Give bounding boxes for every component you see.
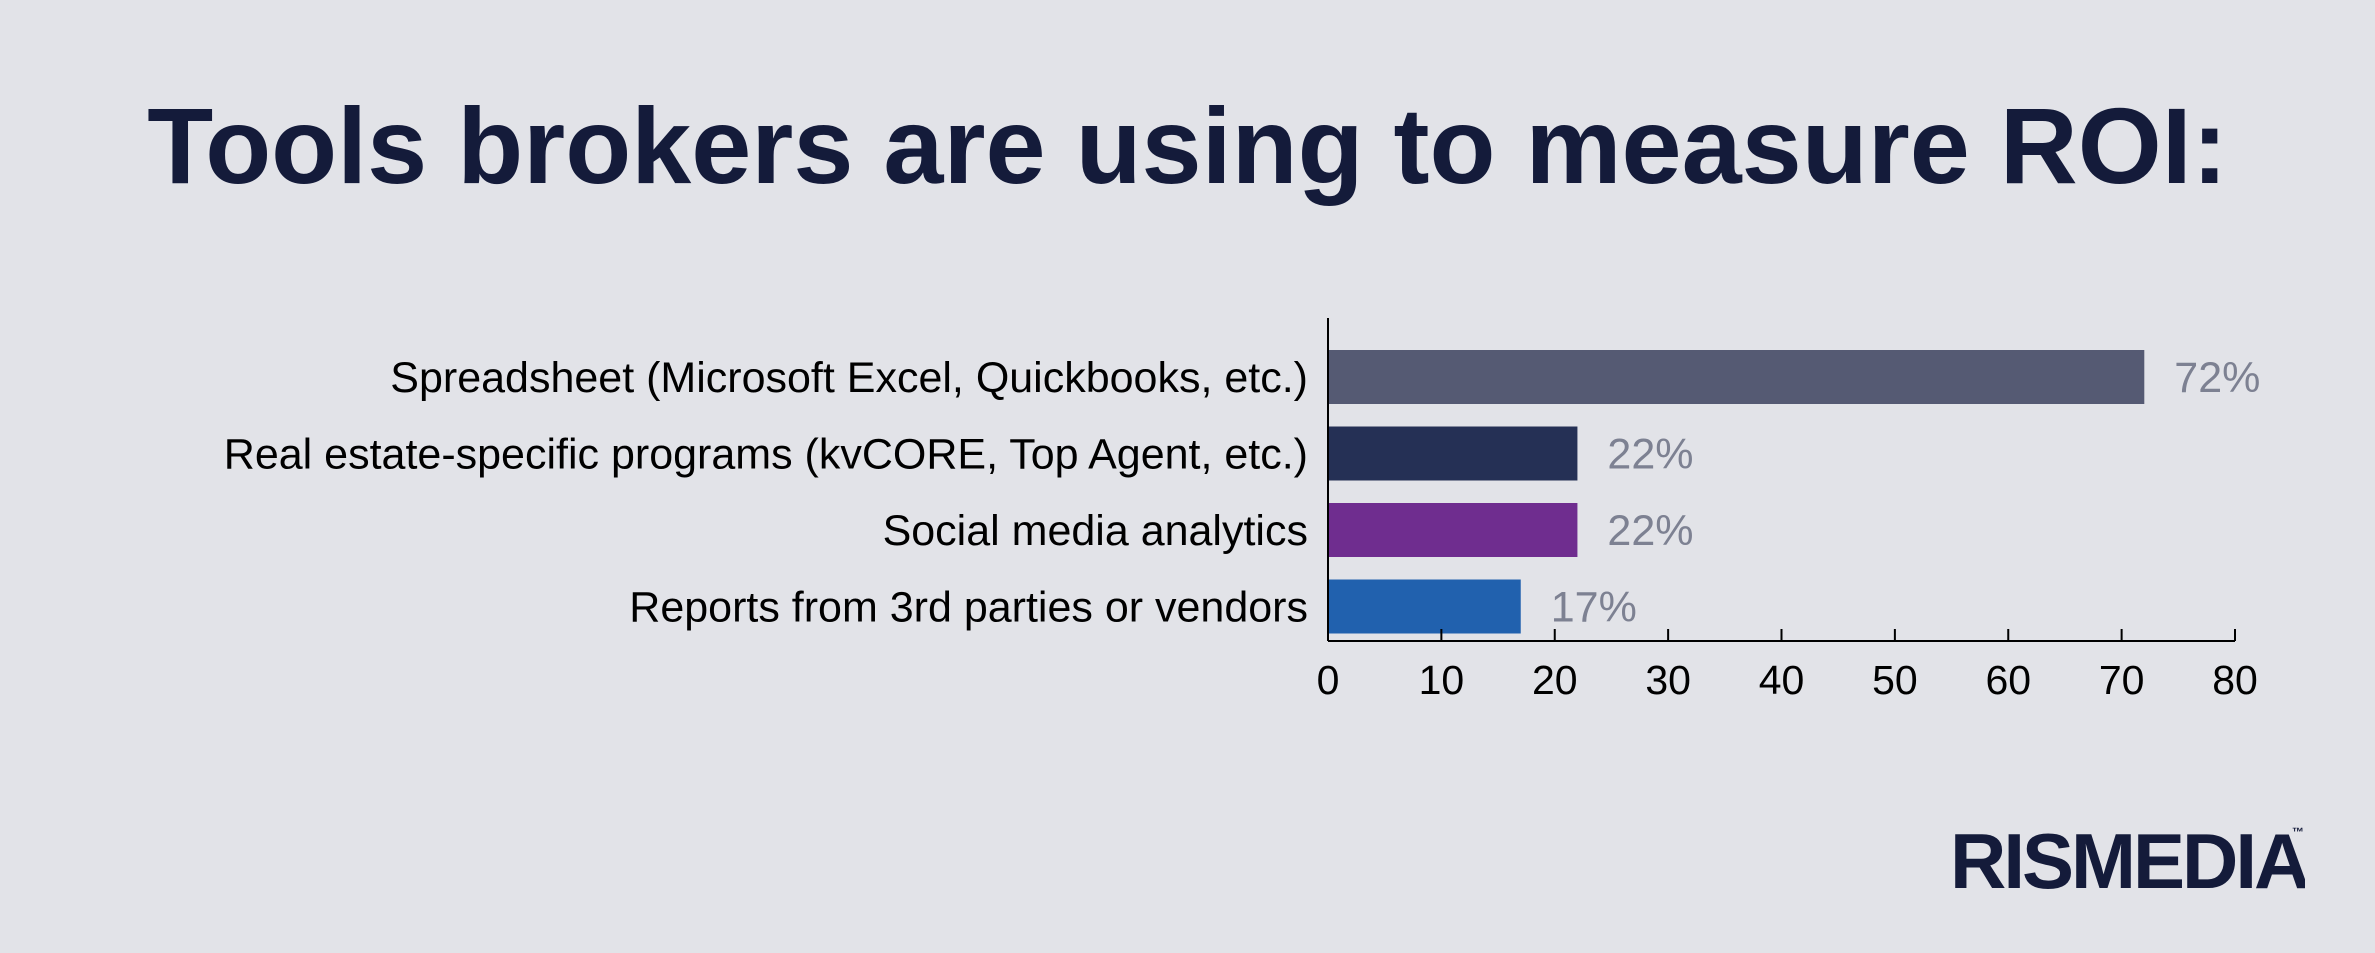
category-label: Spreadsheet (Microsoft Excel, Quickbooks… bbox=[390, 354, 1308, 402]
value-label: 22% bbox=[1607, 507, 1693, 555]
value-labels: 72% 22% 22% 17% bbox=[1551, 354, 2261, 632]
bar bbox=[1328, 350, 2145, 404]
value-label: 17% bbox=[1551, 584, 1637, 632]
bar bbox=[1328, 426, 1578, 481]
logo-tm: ™ bbox=[2292, 825, 2304, 839]
x-ticks: 0 10 20 30 40 50 60 70 80 bbox=[1317, 629, 2258, 703]
logo-text: RISMEDIA bbox=[1950, 822, 2305, 892]
value-label: 22% bbox=[1607, 431, 1693, 479]
category-label: Reports from 3rd parties or vendors bbox=[629, 584, 1308, 632]
bar bbox=[1328, 503, 1578, 557]
x-tick-label: 20 bbox=[1532, 657, 1578, 703]
x-tick-label: 30 bbox=[1645, 657, 1691, 703]
value-label: 72% bbox=[2174, 354, 2260, 402]
category-labels: Spreadsheet (Microsoft Excel, Quickbooks… bbox=[224, 354, 1308, 632]
rismedia-logo: RISMEDIA ™ bbox=[1950, 822, 2305, 892]
x-tick-label: 60 bbox=[1985, 657, 2031, 703]
x-tick-label: 80 bbox=[2212, 657, 2258, 703]
x-tick-label: 10 bbox=[1419, 657, 1465, 703]
x-tick-label: 50 bbox=[1872, 657, 1918, 703]
category-label: Social media analytics bbox=[883, 507, 1308, 555]
category-label: Real estate-specific programs (kvCORE, T… bbox=[224, 431, 1308, 479]
x-tick-label: 40 bbox=[1759, 657, 1805, 703]
x-tick-label: 0 bbox=[1317, 657, 1340, 703]
bar bbox=[1328, 579, 1521, 634]
x-tick-label: 70 bbox=[2099, 657, 2145, 703]
page-title: Tools brokers are using to measure ROI: bbox=[147, 85, 2228, 206]
bars-group bbox=[1328, 350, 2145, 634]
